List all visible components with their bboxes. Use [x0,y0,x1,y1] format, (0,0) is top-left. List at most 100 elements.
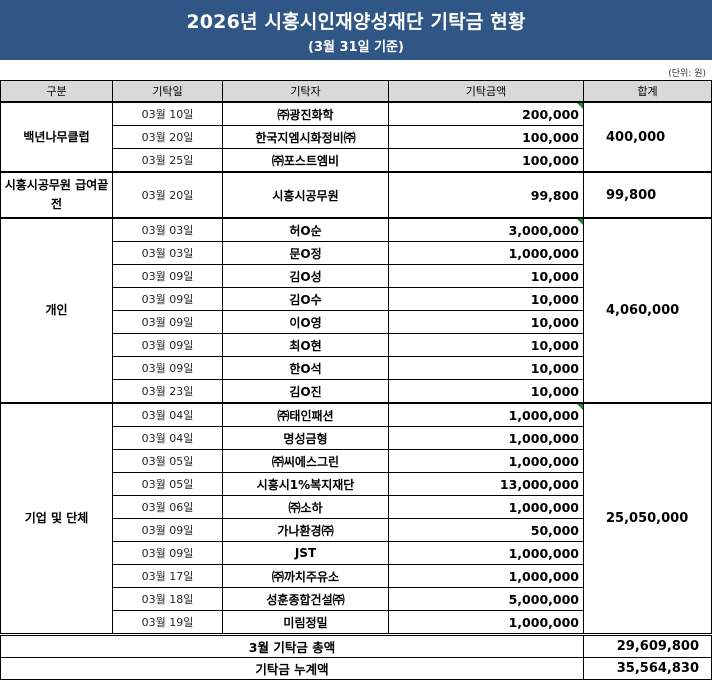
amount-cell: 10,000 [388,264,584,288]
table-row: 백년나무클럽 03월 10일 ㈜광진화학 200,000 400,000 [0,101,712,173]
date-cell: 03월 09일 [112,356,223,380]
date-cell: 03월 09일 [112,310,223,334]
table-row: 03월 17일 ㈜까치주유소 1,000,000 [1,564,712,588]
donor-cell: 최O현 [222,333,389,357]
donor-cell: 허O순 [222,217,389,242]
donor-cell: 이O영 [222,310,389,334]
amount-cell: 10,000 [388,310,584,334]
donor-cell: 김O수 [222,287,389,311]
category-cell: 개인 [0,217,113,404]
donor-cell: 가나환경㈜ [222,518,389,542]
amount-cell: 1,000,000 [388,449,584,473]
table-row: 03월 19일 미림정밀 1,000,000 [1,610,712,635]
date-cell: 03월 05일 [112,449,223,473]
table-row: 03월 18일 성훈종합건설㈜ 5,000,000 [1,587,712,611]
table-row: 03월 23일 김O진 10,000 [1,379,712,404]
date-cell: 03월 17일 [112,564,223,588]
table-row: 03월 09일 이O영 10,000 [1,310,712,334]
donor-cell: ㈜광진화학 [222,101,389,126]
amount-cell: 1,000,000 [388,564,584,588]
date-cell: 03월 23일 [112,379,223,404]
header-date: 기탁일 [112,80,223,103]
date-cell: 03월 09일 [112,264,223,288]
amount-cell: 1,000,000 [388,495,584,519]
donor-cell: 문O정 [222,241,389,265]
donor-cell: 김O성 [222,264,389,288]
total-label-month: 3월 기탁금 총액 [0,633,584,658]
date-cell: 03월 25일 [112,148,223,173]
donor-cell: 시흥시공무원 [222,171,389,219]
amount-cell: 200,000 [388,101,584,126]
amount-cell: 100,000 [388,125,584,149]
date-cell: 03월 19일 [112,610,223,635]
amount-cell: 1,000,000 [388,241,584,265]
table-row: 03월 09일 한O석 10,000 [1,356,712,380]
total-row-cumulative: 기탁금 누계액 35,564,830 [0,657,712,680]
subtotal-cell: 400,000 [583,101,712,173]
amount-cell: 10,000 [388,356,584,380]
table-row: 시흥시공무원 급여끝전 03월 20일 시흥시공무원 99,800 99,800 [0,171,712,219]
date-cell: 03월 04일 [112,426,223,450]
donor-cell: JST [222,541,389,565]
date-cell: 03월 05일 [112,472,223,496]
header-donor: 기탁자 [222,80,389,103]
date-cell: 03월 09일 [112,518,223,542]
date-cell: 03월 10일 [112,101,223,126]
amount-cell: 10,000 [388,379,584,404]
total-value-cumulative: 35,564,830 [583,657,712,680]
header-amount: 기탁금액 [388,80,584,103]
amount-cell: 13,000,000 [388,472,584,496]
unit-note: (단위: 원) [668,69,706,79]
total-row-month: 3월 기탁금 총액 29,609,800 [0,633,712,658]
header-row: 구분 기탁일 기탁자 기탁금액 합계 [0,80,712,103]
amount-cell: 1,000,000 [388,402,584,427]
page-subtitle: (3월 31일 기준) [308,40,404,55]
subtotal-cell: 4,060,000 [583,217,712,404]
table-body: 백년나무클럽 03월 10일 ㈜광진화학 200,000 400,000 03월 20일 한… [0,101,712,635]
donor-cell: ㈜포스트엠비 [222,148,389,173]
donation-table: 구분 기탁일 기탁자 기탁금액 합계 백년나무클럽 03월 10일 ㈜광진화학 200… [0,80,712,680]
donor-cell: ㈜소하 [222,495,389,519]
table-row: 03월 20일 한국지엠시화정비㈜ 100,000 [1,125,712,149]
title-banner: 2026년 시흥시인재양성재단 기탁금 현황 (3월 31일 기준) [0,0,712,60]
total-label-cumulative: 기탁금 누계액 [0,657,584,680]
date-cell: 03월 06일 [112,495,223,519]
date-cell: 03월 03일 [112,217,223,242]
date-cell: 03월 20일 [112,125,223,149]
donor-cell: ㈜까치주유소 [222,564,389,588]
table-row: 03월 09일 JST 1,000,000 [1,541,712,565]
table-row: 기업 및 단체 03월 04일 ㈜태인패션 1,000,000 25,050,000 [0,402,712,635]
table-row: 03월 03일 문O정 1,000,000 [1,241,712,265]
amount-cell: 100,000 [388,148,584,173]
category-cell: 시흥시공무원 급여끝전 [0,171,113,219]
amount-cell: 3,000,000 [388,217,584,242]
amount-cell: 1,000,000 [388,426,584,450]
amount-cell: 10,000 [388,287,584,311]
date-cell: 03월 09일 [112,287,223,311]
category-cell: 기업 및 단체 [0,402,113,635]
date-cell: 03월 03일 [112,241,223,265]
donor-cell: 시흥시1%복지재단 [222,472,389,496]
subtotal-cell: 99,800 [583,171,712,219]
date-cell: 03월 09일 [112,541,223,565]
donor-cell: ㈜태인패션 [222,402,389,427]
amount-cell: 50,000 [388,518,584,542]
donor-cell: ㈜씨에스그린 [222,449,389,473]
table-row: 03월 09일 최O현 10,000 [1,333,712,357]
header-total: 합계 [583,80,712,103]
header-category: 구분 [0,80,113,103]
donor-cell: 미림정밀 [222,610,389,635]
donor-cell: 성훈종합건설㈜ [222,587,389,611]
table-row: 개인 03월 03일 허O순 3,000,000 4,060,000 [0,217,712,404]
donor-cell: 김O진 [222,379,389,404]
page-title: 2026년 시흥시인재양성재단 기탁금 현황 [186,11,526,33]
table-row: 03월 25일 ㈜포스트엠비 100,000 [1,148,712,173]
date-cell: 03월 18일 [112,587,223,611]
donor-cell: 한O석 [222,356,389,380]
table-row: 03월 09일 김O수 10,000 [1,287,712,311]
category-cell: 백년나무클럽 [0,101,113,173]
amount-cell: 1,000,000 [388,610,584,635]
table-row: 03월 04일 명성금형 1,000,000 [1,426,712,450]
table-row: 03월 05일 ㈜씨에스그린 1,000,000 [1,449,712,473]
total-value-month: 29,609,800 [583,633,712,658]
